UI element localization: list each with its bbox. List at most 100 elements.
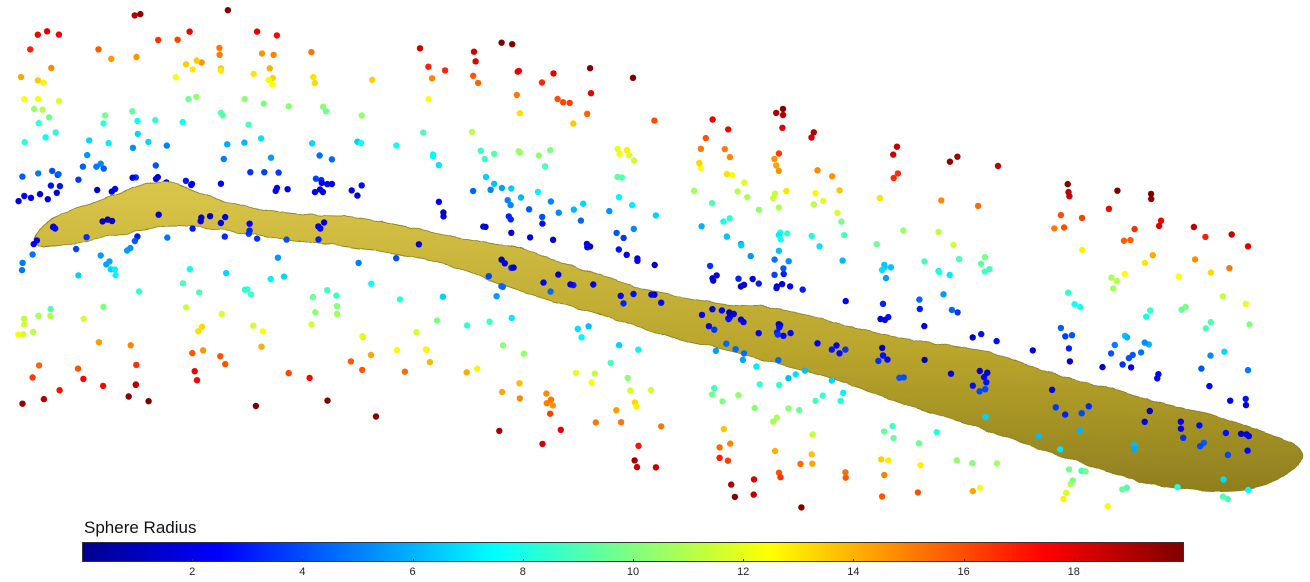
sphere-marker: [880, 428, 888, 435]
sphere-marker: [829, 173, 836, 180]
sphere-marker: [516, 395, 523, 402]
sphere-marker: [258, 343, 265, 350]
sphere-marker: [953, 457, 960, 464]
sphere-marker: [217, 180, 225, 187]
sphere-marker: [261, 169, 268, 176]
sphere-marker: [482, 173, 490, 181]
sphere-marker: [508, 185, 515, 192]
sphere-marker: [195, 289, 203, 296]
sphere-marker: [308, 321, 315, 328]
sphere-marker: [413, 329, 420, 336]
sphere-marker: [102, 112, 109, 119]
sphere-marker: [878, 266, 886, 274]
sphere-marker: [778, 280, 786, 288]
sphere-marker: [199, 347, 207, 354]
sphere-marker: [441, 67, 449, 74]
sphere-marker: [1111, 341, 1119, 349]
sphere-marker: [784, 230, 791, 237]
sphere-marker: [1071, 301, 1078, 308]
sphere-marker: [426, 358, 434, 366]
sphere-marker: [836, 350, 843, 357]
sphere-marker: [1174, 484, 1181, 491]
sphere-marker: [36, 190, 44, 198]
sphere-marker: [1127, 236, 1134, 244]
sphere-marker: [890, 434, 897, 442]
sphere-marker: [504, 197, 511, 204]
sphere-marker: [587, 90, 595, 97]
sphere-marker: [735, 392, 742, 399]
sphere-marker: [740, 350, 748, 357]
sphere-marker: [131, 237, 139, 245]
sphere-marker: [526, 234, 534, 241]
sphere-marker: [738, 242, 745, 249]
sphere-marker: [723, 233, 730, 240]
sphere-marker: [1242, 401, 1250, 409]
sphere-marker: [333, 310, 341, 318]
sphere-marker: [195, 328, 202, 335]
sphere-marker: [333, 292, 340, 299]
sphere-marker: [1196, 422, 1203, 429]
sphere-marker: [647, 386, 655, 394]
sphere-marker: [566, 99, 573, 107]
sphere-marker: [179, 118, 186, 126]
sphere-marker: [47, 305, 54, 313]
sphere-marker: [80, 315, 87, 322]
sphere-marker: [634, 257, 641, 264]
sphere-marker: [309, 293, 317, 301]
sphere-marker: [164, 234, 171, 241]
sphere-marker: [881, 316, 889, 324]
sphere-marker: [35, 312, 42, 319]
sphere-marker: [372, 413, 380, 420]
sphere-marker: [776, 381, 783, 389]
sphere-marker: [739, 356, 747, 363]
colorbar-title: Sphere Radius: [84, 518, 197, 537]
sphere-marker: [435, 161, 442, 169]
sphere-marker: [1078, 214, 1086, 222]
sphere-marker: [1190, 223, 1198, 231]
sphere-marker: [982, 386, 989, 393]
sphere-marker: [725, 126, 732, 133]
sphere-marker: [435, 198, 443, 205]
sphere-marker: [1131, 225, 1138, 233]
sphere-marker: [1207, 269, 1215, 276]
sphere-marker: [416, 45, 424, 52]
sphere-marker: [917, 462, 924, 469]
sphere-marker: [1048, 386, 1056, 393]
sphere-marker: [984, 369, 991, 376]
sphere-marker: [1224, 495, 1231, 503]
root-surface-mesh: [33, 180, 1304, 493]
sphere-marker: [510, 264, 517, 271]
sphere-marker: [723, 170, 730, 178]
sphere-marker: [86, 137, 93, 144]
sphere-marker: [27, 46, 34, 53]
sphere-marker: [257, 135, 265, 142]
sphere-marker: [75, 272, 82, 279]
sphere-marker: [797, 460, 804, 468]
sphere-marker: [174, 36, 181, 43]
sphere-marker: [889, 422, 896, 430]
sphere-marker: [525, 206, 533, 213]
sphere-marker: [933, 429, 940, 436]
sphere-marker: [547, 198, 555, 205]
sphere-marker: [726, 153, 734, 161]
sphere-marker: [1085, 403, 1093, 410]
sphere-marker: [585, 323, 592, 330]
sphere-marker: [648, 291, 655, 298]
sphere-marker: [591, 370, 598, 377]
sphere-marker: [652, 464, 660, 471]
sphere-marker: [946, 271, 953, 279]
sphere-marker: [712, 347, 720, 354]
sphere-marker: [425, 96, 432, 103]
sphere-marker: [47, 182, 55, 189]
sphere-marker: [193, 57, 200, 64]
sphere-marker: [42, 134, 49, 141]
sphere-marker: [773, 414, 780, 421]
sphere-marker: [223, 269, 230, 277]
colorbar-tick-label: 8: [519, 566, 526, 578]
sphere-marker: [893, 143, 901, 150]
sphere-marker: [702, 134, 709, 142]
sphere-marker: [347, 358, 355, 365]
sphere-marker: [783, 187, 790, 195]
sphere-marker: [1078, 410, 1085, 417]
sphere-marker: [189, 225, 196, 232]
